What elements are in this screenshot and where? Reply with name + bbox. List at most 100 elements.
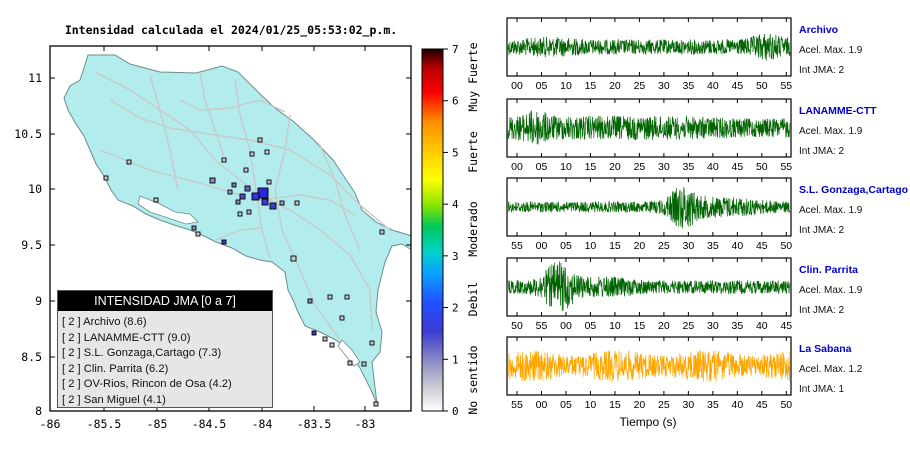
station-name-label: Clin. Parrita xyxy=(799,264,858,276)
map-x-tick-label: -83 xyxy=(355,417,376,431)
waveform-time-tick-label: 55 xyxy=(780,161,792,173)
waveform-time-tick-label: 55 xyxy=(511,240,523,252)
intensity-colorbar xyxy=(421,48,444,412)
waveform-time-tick-label: 25 xyxy=(658,399,670,411)
map-frame xyxy=(49,45,412,412)
waveform-time-tick-label: 25 xyxy=(683,320,695,332)
map-x-tick-label: -86 xyxy=(40,417,61,431)
station-marker xyxy=(246,209,252,215)
station-marker xyxy=(244,185,251,192)
station-marker xyxy=(257,137,263,143)
station-marker xyxy=(221,239,227,245)
station-marker xyxy=(249,151,255,157)
road-network xyxy=(94,71,391,341)
jma-intensity-label: Int JMA: 2 xyxy=(799,146,844,157)
waveform-time-tick-label: 30 xyxy=(658,161,670,173)
station-marker xyxy=(373,401,379,407)
station-marker xyxy=(379,229,385,235)
waveform-time-tick-label: 00 xyxy=(536,240,548,252)
station-marker xyxy=(361,361,367,367)
station-marker xyxy=(221,157,227,163)
map-title: Intensidad calculada el 2024/01/25_05:53… xyxy=(65,23,397,38)
colorbar-tick-label: 1 xyxy=(452,353,459,366)
waveform-time-tick-label: 45 xyxy=(732,161,744,173)
waveform-time-tick-label: 30 xyxy=(658,80,670,92)
legend-item: [ 2 ] OV-Rios, Rincon de Osa (4.2) xyxy=(62,378,232,391)
waveform-time-tick-label: 00 xyxy=(511,80,523,92)
waveform-trace xyxy=(507,110,791,145)
station-marker xyxy=(209,177,216,184)
legend-item: [ 2 ] San Miguel (4.1) xyxy=(62,393,166,406)
waveform-time-tick-label: 05 xyxy=(536,161,548,173)
station-marker xyxy=(239,193,246,200)
nicoya-gulf-water xyxy=(137,195,199,225)
waveform-panel: 50 55 00 05 10 15 20 25 30 35 40 45 Clin. Parrita Ace… xyxy=(506,257,863,332)
station-marker xyxy=(261,198,269,206)
colorbar-tick-label: 4 xyxy=(452,198,459,211)
station-name-label: S.L. Gonzaga,Cartago xyxy=(799,184,908,196)
waveform-time-tick-label: 25 xyxy=(634,161,646,173)
waveform-time-tick-label: 40 xyxy=(732,240,744,252)
map-x-tick-label: -83.5 xyxy=(297,417,332,431)
station-marker xyxy=(290,255,297,262)
max-acceleration-label: Acel. Max. 1.9 xyxy=(799,45,863,56)
waveform-time-tick-label: 30 xyxy=(707,320,719,332)
max-acceleration-label: Acel. Max. 1.9 xyxy=(799,205,863,216)
waveform-time-tick-label: 50 xyxy=(780,399,792,411)
waveform-time-tick-label: 40 xyxy=(732,399,744,411)
map-y-tick-label: 10.5 xyxy=(14,127,42,141)
colorbar-tick-label: 6 xyxy=(452,95,459,108)
waveform-time-tick-label: 40 xyxy=(756,320,768,332)
legend-item: [ 2 ] S.L. Gonzaga,Cartago (7.3) xyxy=(62,347,222,360)
waveform-time-tick-label: 10 xyxy=(560,80,572,92)
waveform-time-tick-label: 40 xyxy=(707,161,719,173)
colorbar-category-label: Moderado xyxy=(466,201,480,256)
waveform-time-tick-label: 50 xyxy=(511,320,523,332)
legend-item: [ 2 ] LANAMME-CTT (9.0) xyxy=(62,331,191,344)
station-marker xyxy=(266,179,272,185)
waveform-time-tick-label: 35 xyxy=(732,320,744,332)
waveform-time-tick-label: 30 xyxy=(683,240,695,252)
waveform-time-tick-label: 20 xyxy=(634,240,646,252)
waveform-time-tick-label: 25 xyxy=(658,240,670,252)
waveform-trace xyxy=(507,187,791,229)
station-marker xyxy=(103,175,109,181)
station-marker xyxy=(243,167,249,173)
waveform-time-tick-label: 45 xyxy=(780,320,792,332)
waveform-time-tick-label: 35 xyxy=(707,240,719,252)
waveform-time-tick-label: 15 xyxy=(585,161,597,173)
waveform-time-tick-label: 40 xyxy=(707,80,719,92)
waveform-panel: 55 00 05 10 15 20 25 30 35 40 45 50 S.L. Gonzaga,Car… xyxy=(506,177,908,252)
waveform-time-tick-label: 50 xyxy=(756,161,768,173)
waveform-trace xyxy=(507,34,791,61)
colorbar-category-label: Fuerte xyxy=(466,131,480,173)
station-name-label: LANAMME-CTT xyxy=(799,105,877,117)
station-marker xyxy=(327,294,333,300)
map-x-tick-label: -84 xyxy=(252,417,273,431)
jma-intensity-label: Int JMA: 2 xyxy=(799,305,844,316)
station-name-label: La Sabana xyxy=(799,343,852,355)
waveform-time-tick-label: 10 xyxy=(560,161,572,173)
station-marker xyxy=(235,199,241,205)
waveform-time-tick-label: 20 xyxy=(634,399,646,411)
intensity-legend: INTENSIDAD JMA [0 a 7] [ 2 ] Archivo (8.… xyxy=(57,290,273,408)
map-y-axis: 11 10.5 10 9.5 9 8.5 8 xyxy=(14,71,411,418)
station-marker xyxy=(251,192,260,201)
waveform-panels: 00 05 10 15 20 25 30 35 40 45 50 55 Archivo Acel. Max… xyxy=(506,17,908,411)
station-marker xyxy=(191,225,197,231)
waveform-time-tick-label: 20 xyxy=(609,161,621,173)
station-name-label: Archivo xyxy=(799,24,838,36)
station-marker xyxy=(264,149,270,155)
waveform-time-tick-label: 20 xyxy=(658,320,670,332)
colorbar-tick-label: 0 xyxy=(452,405,459,418)
waveform-trace xyxy=(507,261,791,311)
legend-list: [ 2 ] Archivo (8.6) [ 2 ] LANAMME-CTT (9.… xyxy=(58,311,272,409)
colorbar-tick-label: 2 xyxy=(452,302,459,315)
waveform-panel: 00 05 10 15 20 25 30 35 40 45 50 55 Archivo Acel. Max… xyxy=(506,17,863,92)
station-marker xyxy=(227,189,233,195)
station-marker xyxy=(237,211,243,217)
map-y-tick-label: 8.5 xyxy=(21,350,42,364)
waveform-time-tick-label: 55 xyxy=(511,399,523,411)
waveform-time-tick-label: 45 xyxy=(756,240,768,252)
intensity-stations xyxy=(103,137,385,407)
